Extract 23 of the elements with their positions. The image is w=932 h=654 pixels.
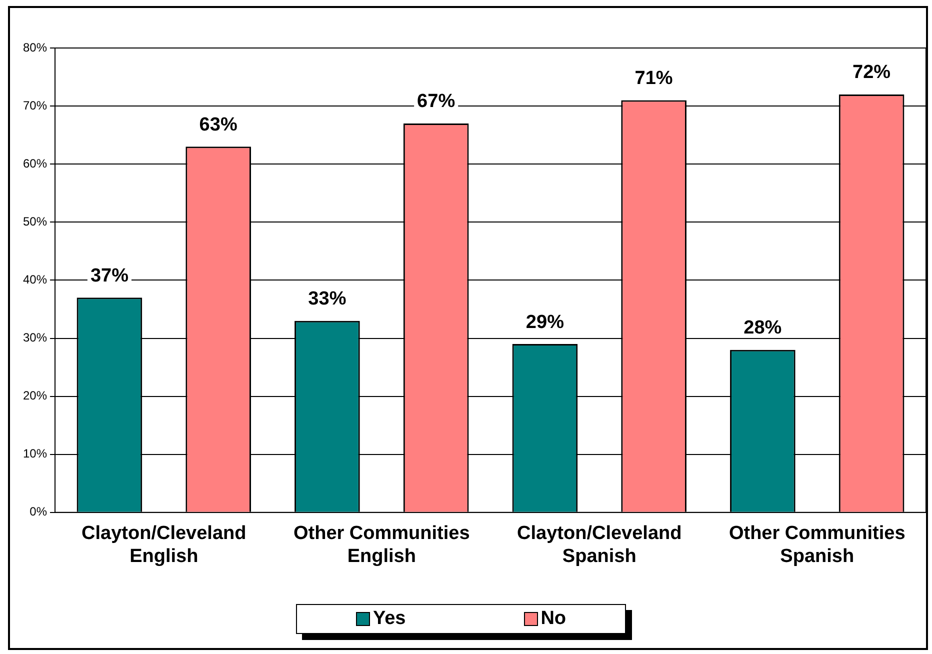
x-tick-label: Clayton/Cleveland Spanish: [517, 523, 682, 567]
y-tick-label: 80%: [22, 40, 48, 54]
legend-label: No: [540, 608, 566, 630]
data-label: 29%: [526, 312, 564, 333]
y-tick-label: 0%: [30, 504, 48, 519]
y-tick-label: 40%: [22, 272, 48, 287]
y-tick-label: 70%: [22, 98, 48, 112]
data-label: 37%: [90, 265, 129, 286]
x-tick-label: Clayton/Cleveland English: [82, 523, 246, 567]
legend-label: Yes: [372, 608, 406, 630]
data-label: 28%: [744, 318, 782, 339]
y-tick-label: 50%: [22, 214, 48, 228]
data-label: 63%: [199, 114, 238, 136]
data-label: 67%: [417, 91, 456, 112]
y-tick-label: 10%: [22, 446, 48, 461]
data-label: 33%: [308, 288, 346, 310]
data-label: 72%: [852, 62, 891, 84]
x-tick-label: Other Communities English: [293, 523, 470, 567]
data-label: 71%: [634, 68, 673, 89]
y-tick-label: 30%: [22, 330, 48, 345]
y-tick-label: 20%: [22, 388, 48, 403]
x-tick-label: Other Communities Spanish: [728, 523, 906, 567]
y-tick-label: 60%: [22, 156, 48, 170]
